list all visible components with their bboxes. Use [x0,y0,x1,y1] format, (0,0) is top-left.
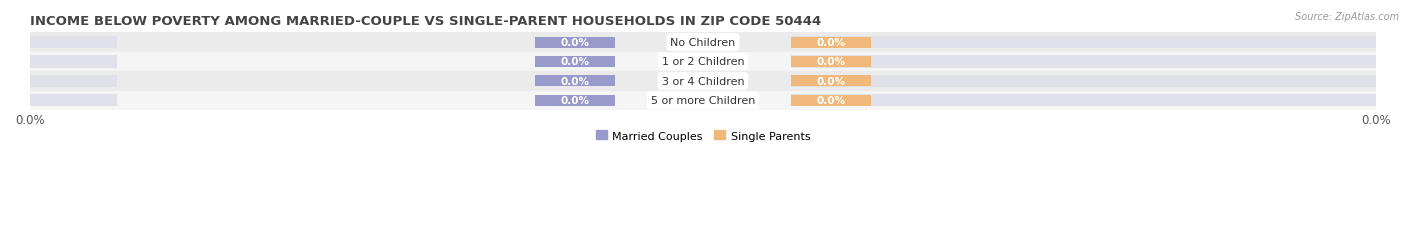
Bar [30,52,1376,72]
Bar [790,57,872,68]
Bar [534,37,616,48]
Text: 0.0%: 0.0% [817,38,845,48]
Text: 0.0%: 0.0% [817,77,845,87]
Bar [790,76,872,87]
Text: 0.0%: 0.0% [817,57,845,67]
Bar [790,37,872,48]
Bar [790,95,1376,107]
Text: 1 or 2 Children: 1 or 2 Children [662,57,744,67]
Bar [30,91,1376,111]
Bar [790,95,872,106]
Text: 5 or more Children: 5 or more Children [651,96,755,106]
Text: 0.0%: 0.0% [561,57,589,67]
Bar [790,76,1376,88]
Text: 0.0%: 0.0% [561,38,589,48]
Bar [534,57,616,68]
Bar [0,37,117,49]
Bar [0,56,117,68]
Text: INCOME BELOW POVERTY AMONG MARRIED-COUPLE VS SINGLE-PARENT HOUSEHOLDS IN ZIP COD: INCOME BELOW POVERTY AMONG MARRIED-COUPL… [30,15,821,28]
Bar [30,33,1376,52]
Text: No Children: No Children [671,38,735,48]
Bar [534,95,616,106]
Bar [790,37,1376,49]
Text: 3 or 4 Children: 3 or 4 Children [662,77,744,87]
Text: 0.0%: 0.0% [817,96,845,106]
Bar [790,56,1376,68]
Bar [0,95,117,107]
Legend: Married Couples, Single Parents: Married Couples, Single Parents [592,126,814,145]
Text: Source: ZipAtlas.com: Source: ZipAtlas.com [1295,12,1399,21]
Bar [30,72,1376,91]
Bar [534,76,616,87]
Bar [0,76,117,88]
Text: 0.0%: 0.0% [561,96,589,106]
Text: 0.0%: 0.0% [561,77,589,87]
